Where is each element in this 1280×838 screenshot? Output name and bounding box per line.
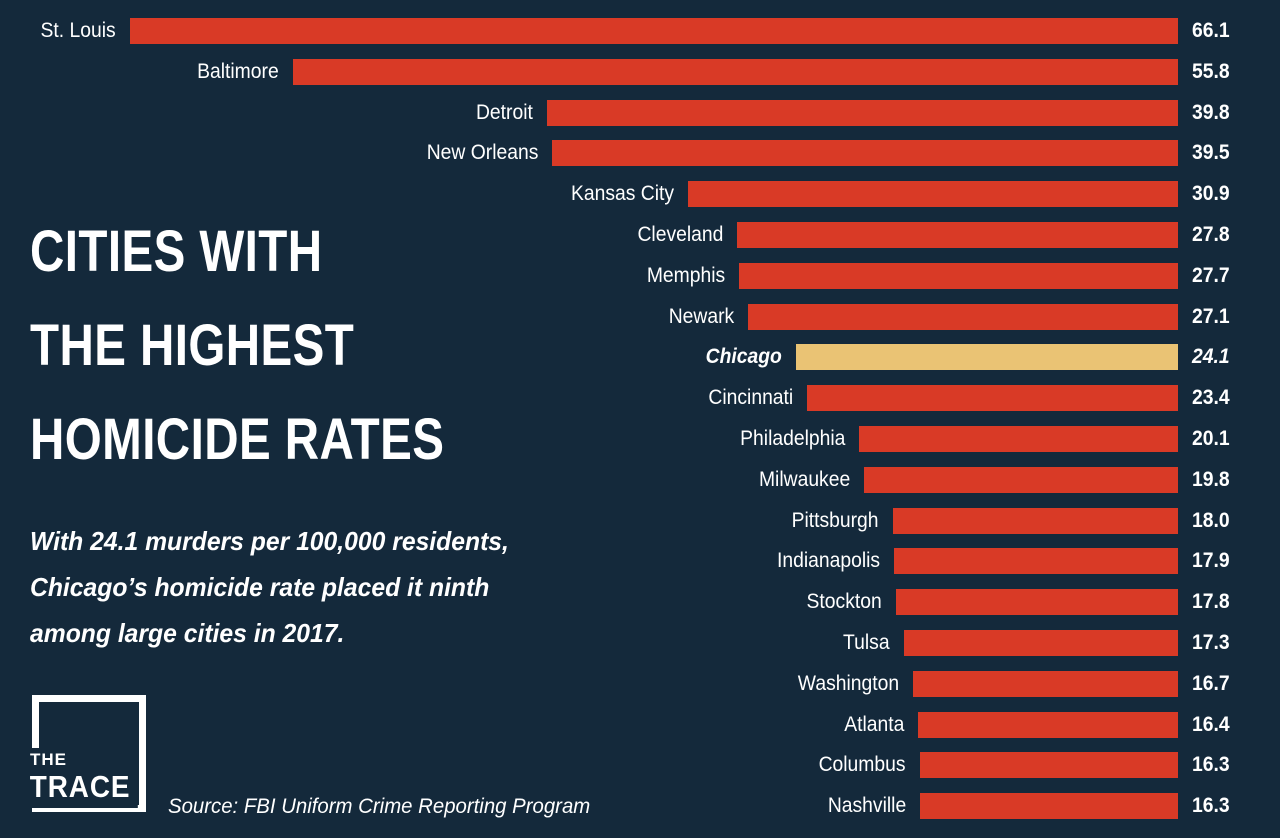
bar-label: Nashville [827, 794, 906, 817]
bar-value: 16.7 [1192, 672, 1230, 695]
bar-value: 24.1 [1192, 345, 1230, 368]
bar [893, 508, 1178, 534]
bar-value: 17.8 [1192, 590, 1230, 613]
bar-value: 23.4 [1192, 386, 1230, 409]
bar-value: 18.0 [1192, 509, 1230, 532]
bar-value: 19.8 [1192, 468, 1230, 491]
bar [918, 712, 1178, 738]
bar [859, 426, 1178, 452]
bar [896, 589, 1178, 615]
bar-label: Columbus [819, 753, 906, 776]
subtitle-line-1: With 24.1 murders per 100,000 residents, [30, 526, 509, 556]
chart-row: Tulsa 17.3 [0, 630, 1280, 656]
chart-subtitle: With 24.1 murders per 100,000 residents,… [30, 518, 509, 656]
title-line-1: CITIES WITH [30, 219, 323, 284]
chart-row: Washington 16.7 [0, 671, 1280, 697]
bar-label: Memphis [646, 264, 725, 287]
bar-label: Baltimore [197, 60, 279, 83]
bar-label: Milwaukee [758, 468, 850, 491]
bar-value: 27.8 [1192, 223, 1230, 246]
bar-label: Atlanta [843, 713, 904, 736]
chart-row: Columbus 16.3 [0, 752, 1280, 778]
chart-row: Memphis 27.7 [0, 263, 1280, 289]
bar-label: Detroit [476, 101, 533, 124]
bar-value: 30.9 [1192, 182, 1230, 205]
bar-value: 17.9 [1192, 549, 1230, 572]
logo-trace-text: TRACE [28, 768, 138, 808]
bar-value: 39.5 [1192, 141, 1230, 164]
chart-row: Philadelphia 20.1 [0, 426, 1280, 452]
chart-row: Nashville 16.3 [0, 793, 1280, 819]
bar-label: Chicago [705, 345, 782, 368]
bar-value: 27.1 [1192, 305, 1230, 328]
bar [913, 671, 1178, 697]
chart-row: St. Louis 66.1 [0, 18, 1280, 44]
title-line-3: HOMICIDE RATES [30, 407, 445, 472]
bar-label: New Orleans [426, 141, 538, 164]
chart-row: Chicago 24.1 [0, 344, 1280, 370]
bar-value: 17.3 [1192, 631, 1230, 654]
source-attribution: Source: FBI Uniform Crime Reporting Prog… [168, 795, 591, 818]
chart-row: Newark 27.1 [0, 304, 1280, 330]
bar-label: Indianapolis [776, 549, 880, 572]
chart-row: Cincinnati 23.4 [0, 385, 1280, 411]
bar-value: 27.7 [1192, 264, 1230, 287]
bar [293, 59, 1178, 85]
bar-value: 16.4 [1192, 713, 1230, 736]
bar [552, 140, 1178, 166]
bar-label: Newark [668, 305, 734, 328]
title-line-2: THE HIGHEST [30, 313, 355, 378]
bar [748, 304, 1178, 330]
chart-row: Kansas City 30.9 [0, 181, 1280, 207]
chart-row: Atlanta 16.4 [0, 712, 1280, 738]
chart-row: Pittsburgh 18.0 [0, 508, 1280, 534]
bar [547, 100, 1178, 126]
bar-value: 16.3 [1192, 753, 1230, 776]
chart-row: Milwaukee 19.8 [0, 467, 1280, 493]
bar-label: Kansas City [570, 182, 674, 205]
chart-row: Detroit 39.8 [0, 100, 1280, 126]
bar-value: 16.3 [1192, 794, 1230, 817]
bar [920, 752, 1178, 778]
chart-row: Indianapolis 17.9 [0, 548, 1280, 574]
bar-label: Philadelphia [739, 427, 845, 450]
bar-label: Stockton [806, 590, 882, 613]
bar-label: Pittsburgh [792, 509, 879, 532]
bar [904, 630, 1178, 656]
bar-value: 39.8 [1192, 101, 1230, 124]
bar-value: 20.1 [1192, 427, 1230, 450]
bar [130, 18, 1178, 44]
bar-label: Washington [797, 672, 899, 695]
bar-value: 66.1 [1192, 19, 1230, 42]
bar [920, 793, 1178, 819]
bar [688, 181, 1178, 207]
subtitle-line-2: Chicago’s homicide rate placed it ninth [30, 572, 490, 602]
bar [739, 263, 1178, 289]
subtitle-line-3: among large cities in 2017. [30, 618, 345, 648]
bar-label: Tulsa [843, 631, 890, 654]
chart-row: Cleveland 27.8 [0, 222, 1280, 248]
page-title: CITIES WITH THE HIGHEST HOMICIDE RATES [30, 205, 444, 487]
bar [737, 222, 1178, 248]
chart-row: New Orleans 39.5 [0, 140, 1280, 166]
bar-label: St. Louis [40, 19, 116, 42]
bar-label: Cincinnati [708, 386, 793, 409]
bar-label: Cleveland [637, 223, 723, 246]
bar [864, 467, 1178, 493]
bar [894, 548, 1178, 574]
chart-row: Baltimore 55.8 [0, 59, 1280, 85]
bar [807, 385, 1178, 411]
bar-highlight [796, 344, 1178, 370]
bar-value: 55.8 [1192, 60, 1230, 83]
chart-row: Stockton 17.8 [0, 589, 1280, 615]
